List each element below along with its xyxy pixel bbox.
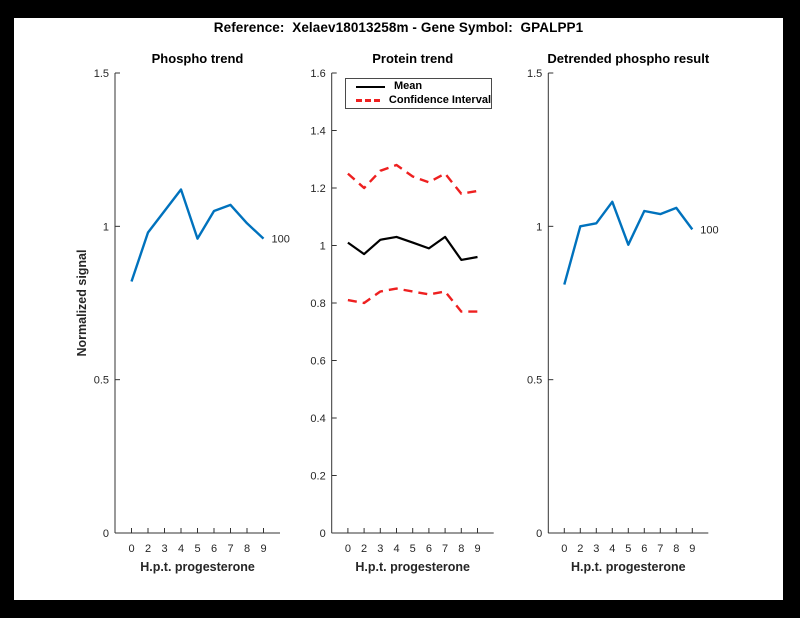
x-tick-label: 0: [561, 543, 567, 555]
x-tick-label: 4: [393, 543, 399, 555]
figure-title: Reference: Xelaev18013258m - Gene Symbol…: [213, 20, 584, 35]
legend-box: Mean Confidence Interval: [345, 78, 492, 109]
series-line-mean: [347, 235, 478, 261]
y-tick-label: 1.6: [310, 68, 325, 80]
x-tick-label: 6: [641, 543, 647, 555]
x-tick-label: 0: [345, 543, 351, 555]
y-tick-label: 0: [536, 528, 542, 540]
y-tick-label: 1.2: [310, 183, 325, 195]
x-tick-label: 7: [442, 543, 448, 555]
x-tick-label: 8: [244, 543, 250, 555]
figure-canvas: Reference: Xelaev18013258m - Gene Symbol…: [14, 18, 783, 600]
x-axis-label: H.p.t. progesterone: [140, 560, 255, 574]
x-tick-label: 0: [128, 543, 134, 555]
y-tick-label: 0: [320, 528, 326, 540]
line-end-annotation: 100: [700, 224, 718, 236]
x-tick-label: 2: [577, 543, 583, 555]
y-tick-label: 1: [103, 221, 109, 233]
x-tick-label: 8: [673, 543, 679, 555]
y-tick-label: 0.5: [527, 375, 542, 387]
subplot-protein-trend: 00.20.40.60.811.21.41.60 2 3 4 5 6 7 8 9Protein …: [310, 51, 494, 574]
x-tick-label: 3: [161, 543, 167, 555]
x-tick-label: 7: [657, 543, 663, 555]
x-tick-label: 2: [145, 543, 151, 555]
series-line-confidence-upper: [347, 163, 478, 196]
x-tick-label: 5: [194, 543, 200, 555]
legend-entry-mean: Mean: [356, 81, 491, 93]
subplot-title: Protein trend: [372, 51, 453, 66]
x-tick-label: 2: [361, 543, 367, 555]
x-tick-label: 4: [178, 543, 184, 555]
series-line-phospho-signal: [130, 188, 265, 282]
legend-entry-confidence-interval: Confidence Interval: [356, 94, 491, 106]
y-tick-label: 0.4: [310, 413, 325, 425]
y-tick-label: 0.8: [310, 298, 325, 310]
x-tick-label: 9: [474, 543, 480, 555]
y-tick-label: 0.2: [310, 471, 325, 483]
x-tick-label: 6: [426, 543, 432, 555]
series-line-detrended-phospho-signal: [563, 200, 694, 285]
y-tick-label: 0.5: [94, 375, 109, 387]
x-tick-label: 9: [260, 543, 266, 555]
y-tick-label: 1.4: [310, 126, 325, 138]
y-tick-label: 0.6: [310, 356, 325, 368]
y-tick-label: 1: [536, 221, 542, 233]
y-tick-label: 1.5: [94, 68, 109, 80]
x-axis-label: H.p.t. progesterone: [355, 560, 470, 574]
subplot-title: Detrended phospho result: [547, 51, 709, 66]
series-line-confidence-lower: [347, 287, 478, 313]
x-tick-label: 4: [609, 543, 615, 555]
y-tick-label: 0: [103, 528, 109, 540]
line-end-annotation: 100: [272, 234, 290, 246]
subplot-title: Phospho trend: [152, 51, 244, 66]
x-tick-label: 3: [377, 543, 383, 555]
x-tick-label: 5: [625, 543, 631, 555]
x-axis-label: H.p.t. progesterone: [571, 560, 686, 574]
x-tick-label: 3: [593, 543, 599, 555]
x-tick-label: 9: [689, 543, 695, 555]
legend-label-confidence-interval: Confidence Interval: [388, 93, 491, 106]
x-tick-label: 6: [211, 543, 217, 555]
y-tick-label: 1.5: [527, 68, 542, 80]
x-tick-label: 7: [227, 543, 233, 555]
legend-label-mean: Mean: [394, 80, 423, 93]
mean-line-sample-icon: [356, 85, 385, 88]
x-tick-label: 5: [410, 543, 416, 555]
y-tick-label: 1: [320, 241, 326, 253]
x-tick-label: 8: [458, 543, 464, 555]
confidence-interval-line-sample-icon: [356, 98, 380, 102]
y-axis-label: Normalized signal: [75, 250, 89, 357]
